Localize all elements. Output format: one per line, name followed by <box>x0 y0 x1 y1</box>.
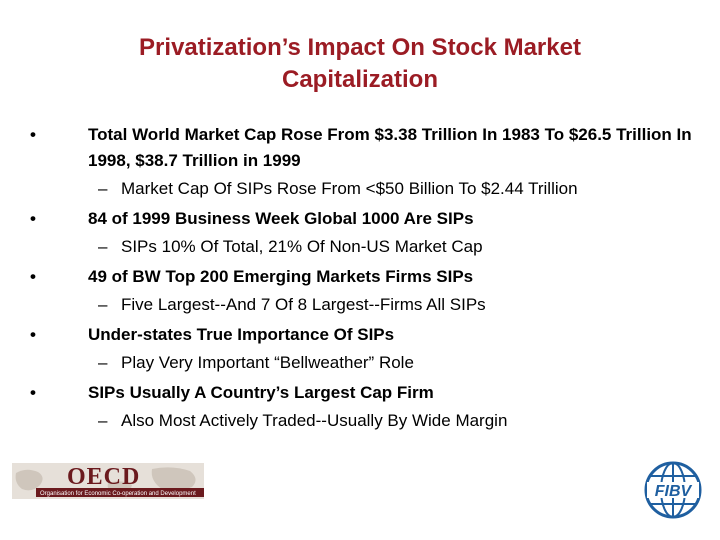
title-line-2: Capitalization <box>281 66 438 93</box>
bullet-item: • 84 of 1999 Business Week Global 1000 Ar… <box>30 206 700 260</box>
bullet-item: • Total World Market Cap Rose From $3.38 … <box>30 122 700 202</box>
title-line-1: Privatization’s Impact On Stock Market <box>139 34 581 61</box>
oecd-world-map-shape <box>15 469 43 491</box>
bullet-marker: • <box>30 383 36 402</box>
bullet-item: • 49 of BW Top 200 Emerging Markets Firms… <box>30 264 700 318</box>
bullet-marker: • <box>30 325 36 344</box>
bullet-text: SIPs Usually A Country’s Largest Cap Fir… <box>88 383 434 402</box>
sub-bullet-marker: – <box>98 295 108 314</box>
oecd-tagline-band <box>36 488 204 497</box>
fibv-wordmark-band <box>647 482 699 498</box>
sub-bullet-text: Market Cap Of SIPs Rose From <$50 Billio… <box>121 179 578 198</box>
slide-title: Privatization’s Impact On Stock Market C… <box>60 32 660 96</box>
sub-bullet-marker: – <box>98 411 108 430</box>
bullet-text: 49 of BW Top 200 Emerging Markets Firms … <box>88 267 474 286</box>
bullet-text: Total World Market Cap Rose From $3.38 T… <box>88 125 692 170</box>
bullet-text: 84 of 1999 Business Week Global 1000 Are… <box>88 209 474 228</box>
sub-bullet-text: Play Very Important “Bellweather” Role <box>121 353 414 372</box>
sub-bullet-text: Also Most Actively Traded--Usually By Wi… <box>121 411 508 430</box>
bullet-item: • SIPs Usually A Country’s Largest Cap Fi… <box>30 380 700 434</box>
oecd-world-map-shape <box>151 467 196 491</box>
sub-bullet-text: SIPs 10% Of Total, 21% Of Non-US Market … <box>121 237 483 256</box>
oecd-tagline: Organisation for Economic Co-operation a… <box>40 491 196 497</box>
sub-bullet-marker: – <box>98 237 108 256</box>
bullet-marker: • <box>30 267 36 286</box>
bullet-text: Under-states True Importance Of SIPs <box>88 325 395 344</box>
sub-bullet-marker: – <box>98 353 108 372</box>
fibv-wordmark: FIBV <box>655 483 693 500</box>
oecd-logo: OECD Organisation for Economic Co-operat… <box>12 463 204 499</box>
fibv-logo: FIBV <box>644 461 702 519</box>
bullet-marker: • <box>30 125 36 144</box>
oecd-wordmark: OECD <box>67 464 140 490</box>
sub-bullet-marker: – <box>98 179 108 198</box>
sub-bullet-text: Five Largest--And 7 Of 8 Largest--Firms … <box>121 295 486 314</box>
bullet-marker: • <box>30 209 36 228</box>
bullet-item: • Under-states True Importance Of SIPs – P… <box>30 322 700 376</box>
bullet-list: • Total World Market Cap Rose From $3.38 … <box>30 122 700 438</box>
